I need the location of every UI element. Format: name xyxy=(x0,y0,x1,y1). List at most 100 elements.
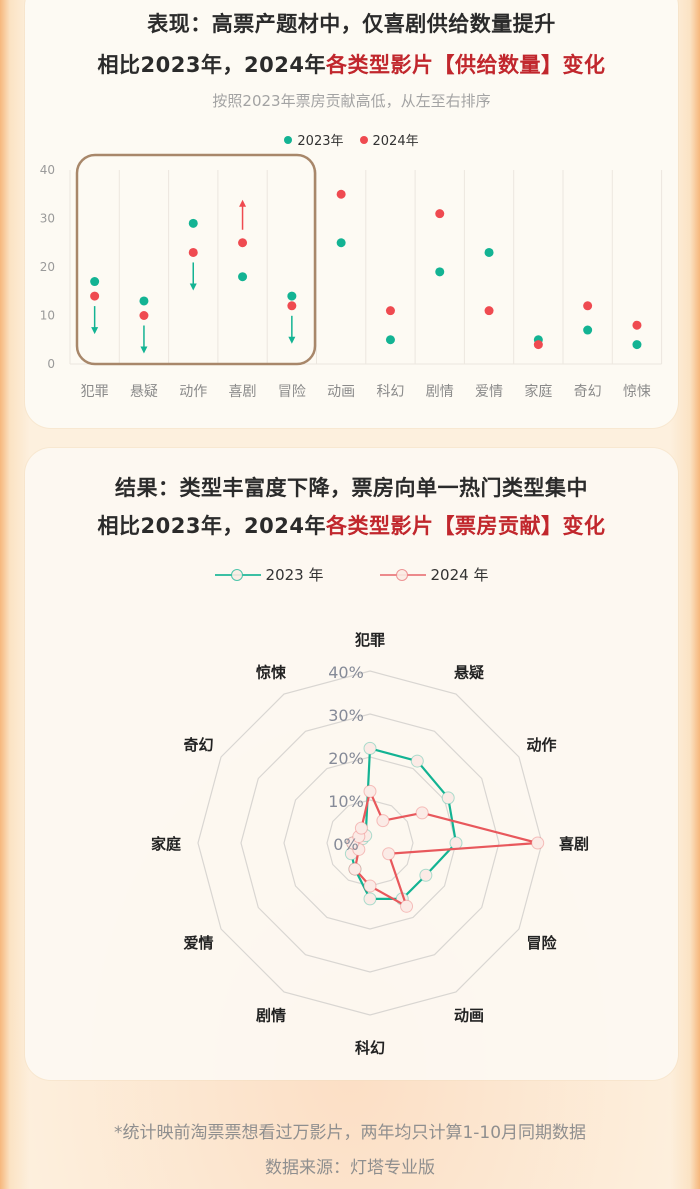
radar-tick-label: 20% xyxy=(328,749,364,768)
footer-source: 数据来源：灯塔专业版 xyxy=(265,1158,435,1178)
radar-data-point[interactable] xyxy=(363,741,377,755)
radar-data-point[interactable] xyxy=(410,754,424,768)
legend-item-2023[interactable]: 2023 年 xyxy=(214,564,324,585)
radar-axis-label: 科幻 xyxy=(355,1039,385,1057)
supply-dot-plot: 0 10 20 30 40 犯罪 悬疑 动作 喜剧 冒险 动画 科幻 剧情 爱情 家庭 奇幻 惊悚 xyxy=(40,153,663,400)
radar-data-point[interactable] xyxy=(441,791,455,805)
data-point[interactable] xyxy=(632,340,642,350)
y-tick-label: 20 xyxy=(40,260,55,274)
legend-item-2024[interactable]: 2024 年 xyxy=(379,564,489,585)
data-point[interactable] xyxy=(336,189,346,199)
legend-dot-icon xyxy=(359,135,368,144)
data-point[interactable] xyxy=(188,218,198,228)
arrowhead-icon xyxy=(91,327,99,335)
data-point[interactable] xyxy=(139,296,149,306)
y-tick-label: 30 xyxy=(40,212,55,226)
radar-data-point[interactable] xyxy=(348,862,362,876)
x-category-label: 动作 xyxy=(179,384,207,400)
legend-item-2024[interactable]: 2024年 xyxy=(359,130,419,149)
supply-title-line1: 表现：高票产题材中，仅喜剧供给数量提升 xyxy=(147,12,556,36)
x-category-label: 喜剧 xyxy=(229,384,257,400)
legend-dot-icon xyxy=(284,135,293,144)
arrowhead-icon xyxy=(189,283,197,291)
supply-title-line2: 相比2023年，2024年各类型影片【供给数量】变化 xyxy=(25,49,678,79)
radar-data-point[interactable] xyxy=(382,847,396,861)
data-point[interactable] xyxy=(139,311,149,320)
x-category-label: 科幻 xyxy=(376,384,404,400)
x-category-label: 犯罪 xyxy=(81,384,109,400)
data-point[interactable] xyxy=(435,267,445,277)
data-point[interactable] xyxy=(533,340,543,350)
radar-axis-label: 惊悚 xyxy=(256,664,287,682)
data-point[interactable] xyxy=(90,277,100,287)
y-tick-label: 40 xyxy=(40,163,55,177)
data-point[interactable] xyxy=(484,306,494,316)
legend-label: 2023年 xyxy=(297,134,344,149)
radar-tick-label: 40% xyxy=(328,663,364,682)
radar-data-point[interactable] xyxy=(419,868,433,882)
radar-data-point[interactable] xyxy=(531,836,545,850)
x-category-label: 动画 xyxy=(327,384,355,400)
data-point[interactable] xyxy=(336,238,346,248)
data-point[interactable] xyxy=(188,247,198,257)
radar-data-point[interactable] xyxy=(363,892,377,906)
data-point[interactable] xyxy=(385,335,395,345)
supply-card: 表现：高票产题材中，仅喜剧供给数量提升 相比2023年，2024年各类型影片【供… xyxy=(25,0,678,428)
y-tick-label: 10 xyxy=(40,309,55,323)
highlight-box xyxy=(75,153,317,366)
radar-legend: 2023 年 2024 年 xyxy=(25,564,678,585)
x-category-label: 爱情 xyxy=(475,384,503,400)
y-tick-label: 0 xyxy=(47,357,55,371)
radar-axis-label: 冒险 xyxy=(526,934,557,952)
arrowhead-icon xyxy=(140,346,148,354)
radar-ring xyxy=(197,670,543,1016)
footer-note: *统计映前淘票票想看过万影片，两年均只计算1-10月同期数据 xyxy=(113,1123,587,1143)
boxoffice-title-prefix: 相比2023年，2024年 xyxy=(97,514,326,538)
radar-axis-label: 剧情 xyxy=(256,1006,286,1024)
legend-line-icon xyxy=(379,568,426,581)
radar-tick-label: 0% xyxy=(333,835,358,854)
boxoffice-title-highlight: 各类型影片【票房贡献】变化 xyxy=(325,514,606,538)
data-point[interactable] xyxy=(90,291,100,301)
radar-data-point[interactable] xyxy=(363,879,377,893)
radar-tick-label: 10% xyxy=(328,792,364,811)
boxoffice-title-line2: 相比2023年，2024年各类型影片【票房贡献】变化 xyxy=(25,510,678,540)
legend-label: 2024 年 xyxy=(430,566,489,584)
data-point[interactable] xyxy=(583,325,593,335)
radar-data-point[interactable] xyxy=(415,806,429,820)
radar-axis-label: 动画 xyxy=(454,1006,484,1024)
radar-series-line xyxy=(350,747,458,900)
radar-axis-label: 动作 xyxy=(526,736,556,754)
legend-label: 2024年 xyxy=(372,134,419,149)
radar-data-point[interactable] xyxy=(449,836,463,850)
data-point[interactable] xyxy=(484,247,494,257)
legend-line-icon xyxy=(214,568,261,581)
radar-axis-label: 喜剧 xyxy=(559,835,589,853)
arrowhead-icon xyxy=(288,336,296,344)
radar-data-point[interactable] xyxy=(363,784,377,798)
radar-data-point[interactable] xyxy=(400,899,414,913)
data-point[interactable] xyxy=(287,291,297,301)
radar-data-point[interactable] xyxy=(376,814,390,828)
x-category-label: 奇幻 xyxy=(574,383,602,400)
radar-axis-label: 悬疑 xyxy=(454,664,484,682)
x-category-label: 家庭 xyxy=(524,383,552,400)
data-point[interactable] xyxy=(435,209,445,219)
arrowhead-icon xyxy=(239,199,247,207)
radar-tick-label: 30% xyxy=(328,706,364,725)
data-point[interactable] xyxy=(287,301,297,311)
data-point[interactable] xyxy=(238,238,248,248)
data-point[interactable] xyxy=(238,272,248,282)
data-point[interactable] xyxy=(632,320,642,330)
boxoffice-card: 结果：类型丰富度下降，票房向单一热门类型集中 相比2023年，2024年各类型影… xyxy=(25,448,678,1080)
x-category-label: 剧情 xyxy=(426,384,454,400)
x-category-label: 冒险 xyxy=(278,384,306,400)
radar-axis-label: 奇幻 xyxy=(184,736,214,754)
legend-label: 2023 年 xyxy=(265,566,324,584)
data-point[interactable] xyxy=(583,301,593,311)
data-point[interactable] xyxy=(385,306,395,316)
x-category-label: 惊悚 xyxy=(623,384,651,400)
radar-data-point[interactable] xyxy=(354,821,368,835)
legend-item-2023[interactable]: 2023年 xyxy=(284,130,344,149)
